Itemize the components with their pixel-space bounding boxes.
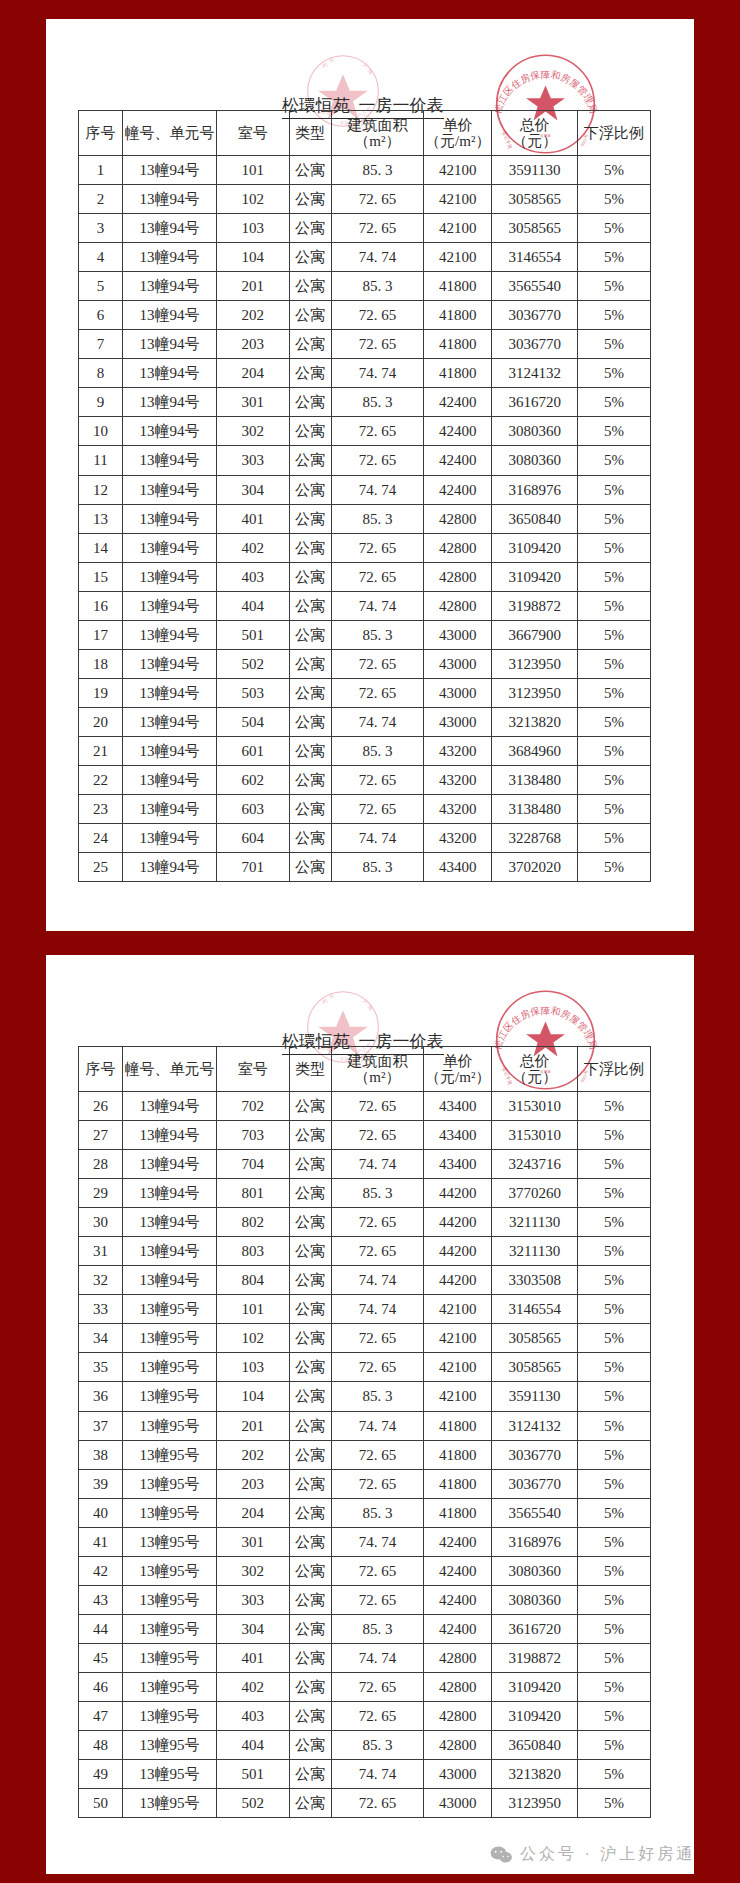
svg-text:海: 海 <box>366 67 374 75</box>
svg-text:海: 海 <box>366 1003 374 1011</box>
